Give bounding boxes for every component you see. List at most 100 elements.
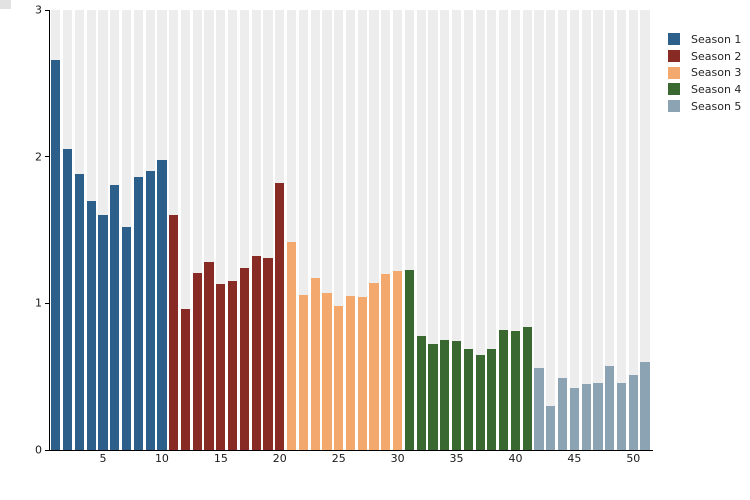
background-stripe <box>310 10 320 450</box>
x-tick-label-35: 35 <box>449 452 464 465</box>
bar-episode-15 <box>216 284 226 450</box>
bar-slot-7 <box>121 10 133 450</box>
bar-episode-30 <box>393 271 403 450</box>
bar-episode-35 <box>451 341 462 450</box>
bar-episode-29 <box>381 274 391 450</box>
legend-label: Season 2 <box>691 49 742 63</box>
bar-episode-5 <box>98 215 108 450</box>
bar-episode-22 <box>298 294 308 450</box>
bar-episode-50 <box>628 375 638 450</box>
bar-episode-41 <box>522 326 532 450</box>
bar-slot-29 <box>380 10 392 450</box>
legend-label: Season 5 <box>691 99 742 113</box>
background-stripe <box>510 10 521 450</box>
bar-slot-12 <box>180 10 192 450</box>
bar-slot-11 <box>168 10 180 450</box>
background-stripe <box>616 10 627 450</box>
bar-slot-49 <box>616 10 628 450</box>
y-tick-label-2: 2 <box>35 150 42 164</box>
background-stripe <box>192 10 202 450</box>
x-tick-label-10: 10 <box>154 452 169 465</box>
background-stripe <box>322 10 332 450</box>
bar-episode-16 <box>228 281 238 450</box>
bar-slot-22 <box>297 10 309 450</box>
bar-slot-8 <box>132 10 144 450</box>
bar-slot-14 <box>203 10 215 450</box>
bar-episode-11 <box>169 215 179 450</box>
background-stripe <box>345 10 356 450</box>
y-tick-mark-0 <box>45 449 49 451</box>
bar-episode-44 <box>558 378 568 450</box>
bar-slot-39 <box>498 10 510 450</box>
bar-episode-48 <box>605 366 615 450</box>
bar-episode-14 <box>204 262 214 450</box>
background-stripe <box>180 10 191 450</box>
bar-slot-33 <box>427 10 439 450</box>
x-tick-label-30: 30 <box>390 452 405 465</box>
background-stripe <box>263 10 273 450</box>
legend-label: Season 3 <box>691 66 742 80</box>
x-tick-label-15: 15 <box>213 452 228 465</box>
legend-swatch-icon <box>668 100 680 113</box>
x-tick-label-50: 50 <box>626 452 641 465</box>
legend-swatch-icon <box>668 66 680 79</box>
legend-item-season-3: Season 3 <box>668 64 741 81</box>
bar-episode-31 <box>404 269 414 450</box>
background-stripe <box>463 10 473 450</box>
bar-episode-13 <box>192 272 202 450</box>
background-stripe <box>499 10 509 450</box>
x-axis-line <box>49 450 653 451</box>
bar-episode-6 <box>110 184 120 450</box>
background-stripe <box>216 10 226 450</box>
legend-item-season-1: Season 1 <box>668 31 741 48</box>
bar-slot-36 <box>462 10 474 450</box>
bar-slot-43 <box>545 10 557 450</box>
bar-episode-32 <box>416 335 426 450</box>
bar-slot-44 <box>557 10 569 450</box>
bar-episode-10 <box>157 159 167 450</box>
bar-slot-10 <box>156 10 168 450</box>
y-tick-label-0: 0 <box>35 443 42 457</box>
y-tick-mark-1 <box>45 302 49 304</box>
background-stripe <box>251 10 261 450</box>
background-stripe <box>239 10 250 450</box>
corner-artifact <box>0 0 11 9</box>
bar-episode-21 <box>286 241 297 450</box>
bar-slot-41 <box>521 10 533 450</box>
legend-item-season-5: Season 5 <box>668 98 741 115</box>
background-stripe <box>451 10 462 450</box>
background-stripe <box>334 10 344 450</box>
bar-slot-31 <box>404 10 416 450</box>
bar-episode-26 <box>345 296 356 450</box>
bar-episode-8 <box>133 177 143 450</box>
bar-episode-38 <box>487 348 497 450</box>
background-stripe <box>581 10 591 450</box>
background-stripe <box>204 10 214 450</box>
background-stripe <box>605 10 615 450</box>
bar-episode-51 <box>640 362 650 450</box>
bar-episode-37 <box>475 354 485 450</box>
background-stripe <box>440 10 450 450</box>
bar-episode-36 <box>463 348 473 450</box>
legend-item-season-2: Season 2 <box>668 48 741 65</box>
legend-item-season-4: Season 4 <box>668 81 741 98</box>
background-stripe <box>640 10 650 450</box>
bar-slot-9 <box>144 10 156 450</box>
bar-slot-38 <box>486 10 498 450</box>
bar-slot-27 <box>356 10 368 450</box>
legend: Season 1 Season 2 Season 3 Season 4 Season 5 <box>668 31 741 114</box>
bar-slot-28 <box>368 10 380 450</box>
y-axis-line <box>49 10 50 451</box>
bar-slot-25 <box>333 10 345 450</box>
bar-slot-32 <box>415 10 427 450</box>
bar-slot-26 <box>345 10 357 450</box>
bar-episode-28 <box>369 282 379 450</box>
bar-slot-19 <box>262 10 274 450</box>
bar-episode-27 <box>357 297 367 450</box>
bar-episode-20 <box>275 183 285 450</box>
bar-episode-23 <box>310 278 320 450</box>
bar-slot-47 <box>592 10 604 450</box>
background-stripe <box>569 10 579 450</box>
bar-episode-43 <box>546 406 556 450</box>
